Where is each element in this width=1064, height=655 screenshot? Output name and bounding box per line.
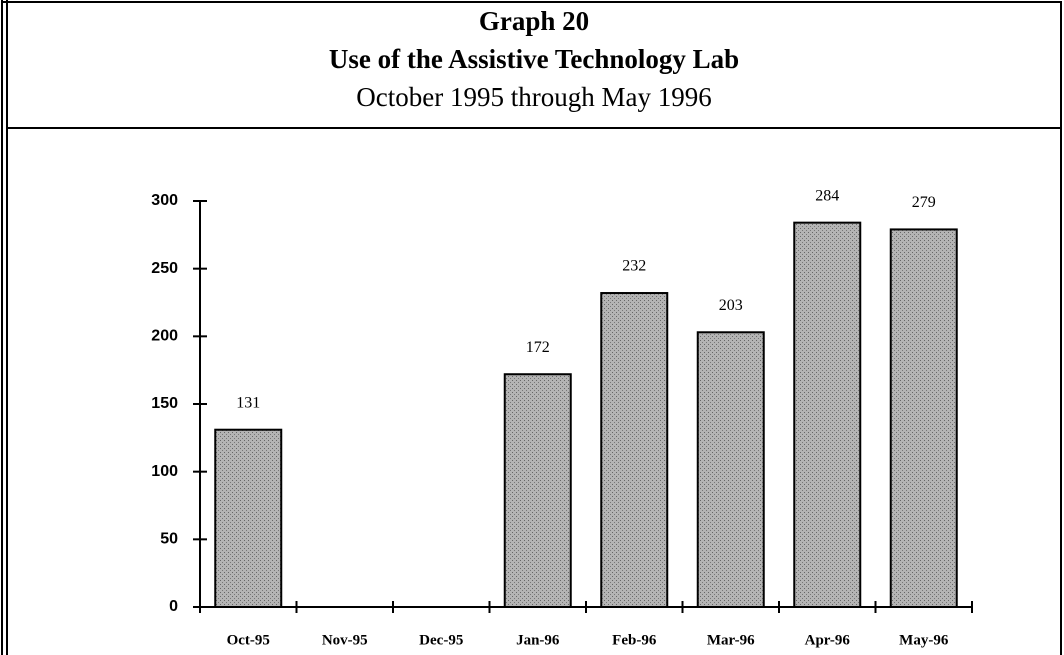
y-tick-label: 100 xyxy=(151,463,178,480)
x-tick-label: Nov-95 xyxy=(322,632,368,648)
bar xyxy=(889,228,958,608)
x-tick-label: May-96 xyxy=(899,632,949,648)
x-tick-label: Jan-96 xyxy=(516,632,560,648)
x-tick-label: Oct-95 xyxy=(227,632,270,648)
value-label: 284 xyxy=(815,187,839,204)
value-label: 172 xyxy=(526,339,550,356)
y-tick-label: 300 xyxy=(151,192,178,209)
x-tick-label: Dec-95 xyxy=(419,632,463,648)
value-label: 279 xyxy=(912,194,936,211)
y-tick-label: 50 xyxy=(160,531,178,548)
bar xyxy=(696,331,765,608)
y-tick-label: 200 xyxy=(151,328,178,345)
chart-subtitle: Use of the Assistive Technology Lab xyxy=(329,44,739,74)
y-tick-label: 0 xyxy=(169,598,178,615)
value-label: 203 xyxy=(719,297,743,314)
chart-title: Graph 20 xyxy=(479,6,589,36)
bar xyxy=(600,292,669,608)
bar xyxy=(214,428,283,609)
y-tick-label: 150 xyxy=(151,395,178,412)
x-tick-label: Feb-96 xyxy=(612,632,657,648)
x-tick-label: Mar-96 xyxy=(707,632,755,648)
date-range: October 1995 through May 1996 xyxy=(356,82,711,112)
value-label: 131 xyxy=(236,394,260,411)
y-tick-label: 250 xyxy=(151,260,178,277)
value-label: 232 xyxy=(622,258,646,275)
x-tick-label: Apr-96 xyxy=(805,632,851,648)
bar xyxy=(793,221,862,609)
bar xyxy=(503,373,572,608)
